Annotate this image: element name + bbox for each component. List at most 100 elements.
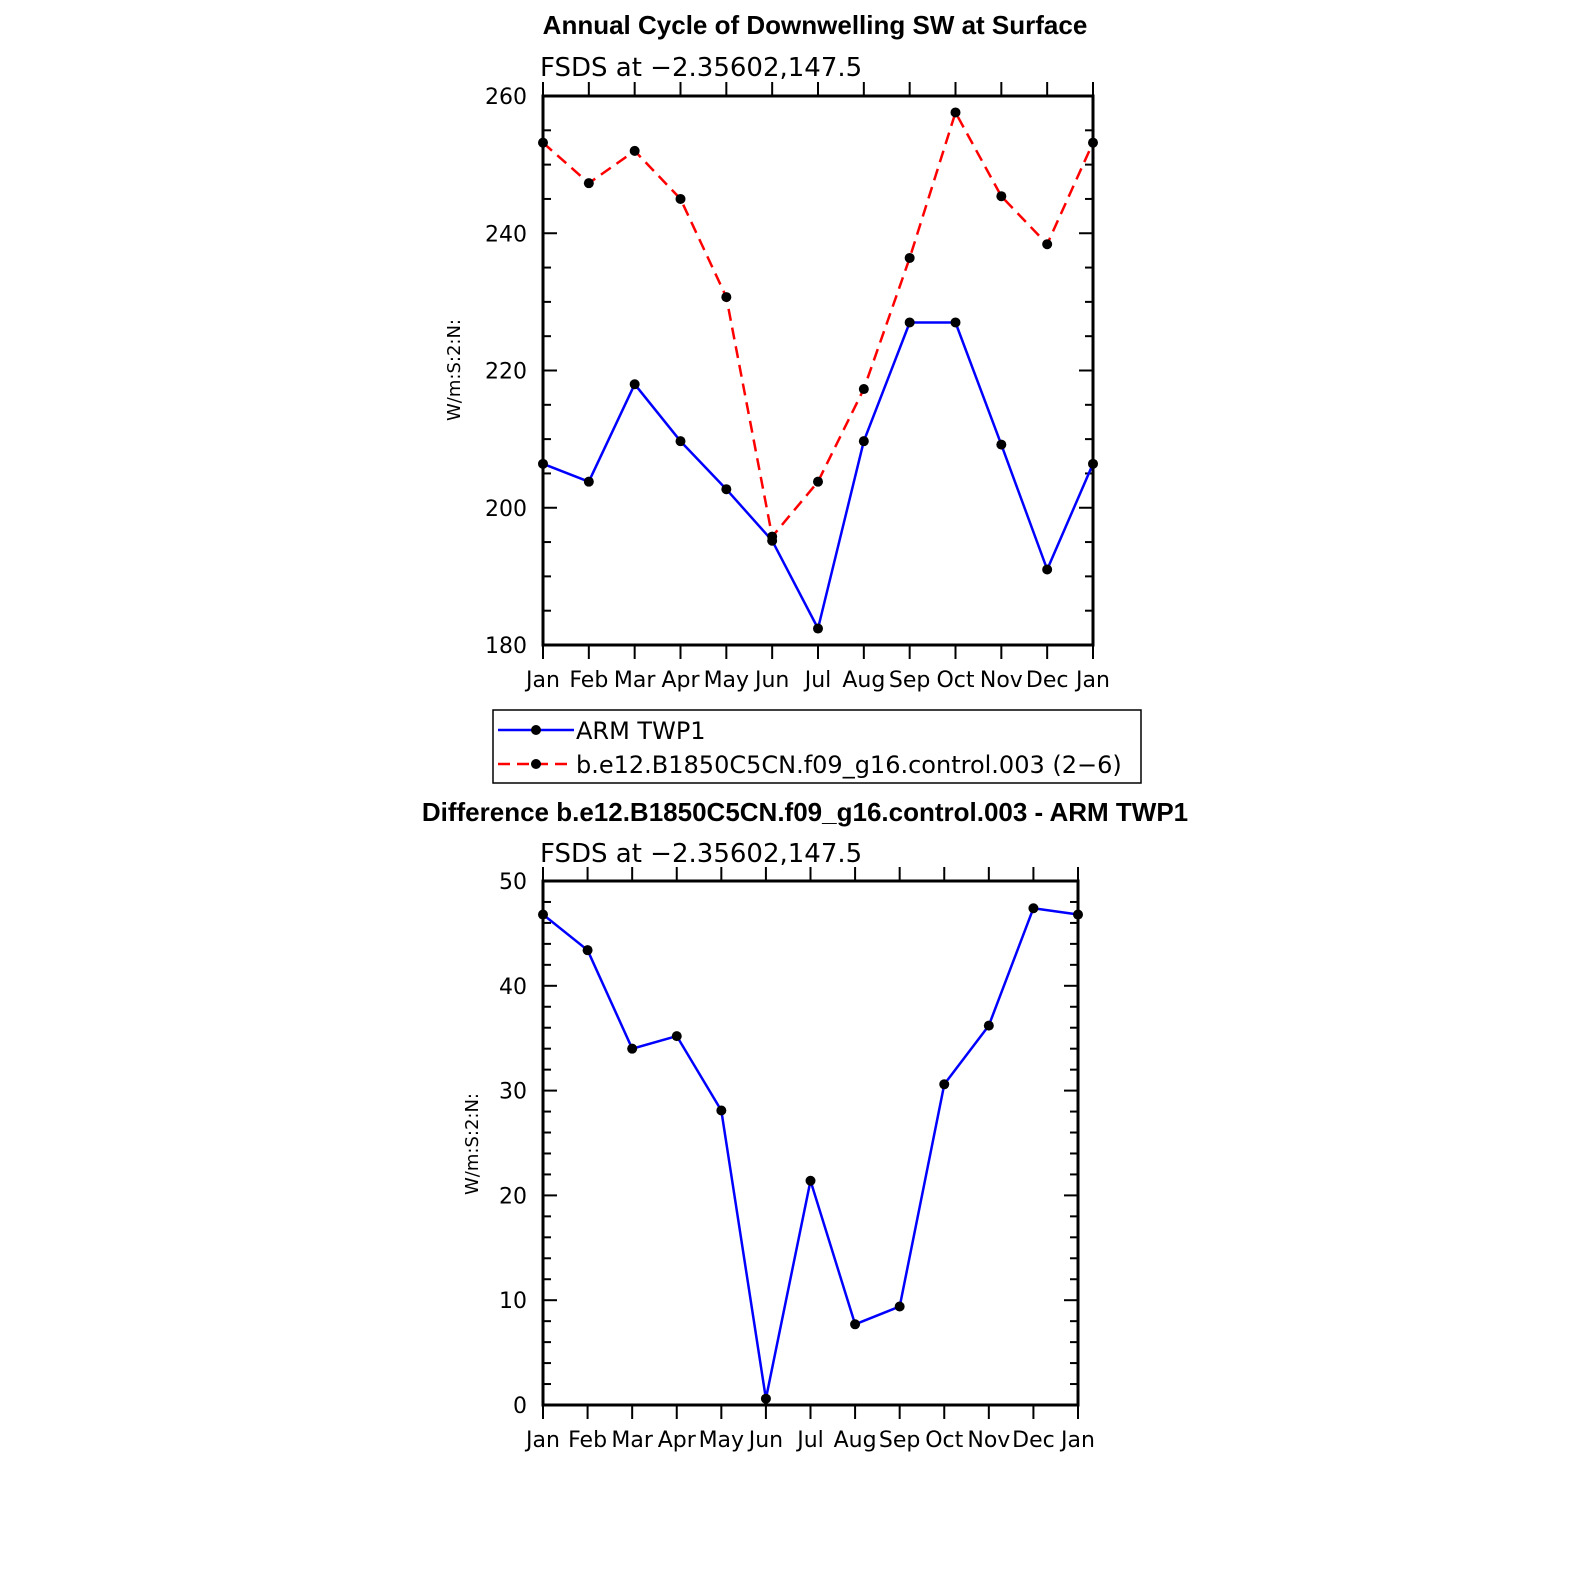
chart2-title: Difference b.e12.B1850C5CN.f09_g16.contr… xyxy=(422,797,1188,827)
data-point xyxy=(813,476,823,487)
data-point xyxy=(1042,564,1053,575)
x-tick-label: Mar xyxy=(614,668,656,693)
data-point xyxy=(583,476,594,487)
data-point xyxy=(767,531,778,542)
chart2-ylabel: W/m:S:2:N: xyxy=(462,1093,483,1195)
legend-label-arm-twp1: ARM TWP1 xyxy=(576,717,706,745)
x-tick-label: Jan xyxy=(524,1428,560,1453)
chart1-title: Annual Cycle of Downwelling SW at Surfac… xyxy=(543,10,1088,40)
chart2-series-points xyxy=(538,903,1083,1404)
x-tick-label: Jan xyxy=(524,668,560,693)
data-point xyxy=(950,317,961,328)
data-point xyxy=(950,107,961,118)
legend-box xyxy=(492,709,1142,784)
data-point xyxy=(760,1393,771,1404)
x-tick-label: Feb xyxy=(569,668,608,693)
data-point xyxy=(996,439,1007,450)
x-tick-label: Aug xyxy=(834,1428,877,1453)
chart1-series-points xyxy=(538,107,1098,634)
legend-marker-model xyxy=(531,759,541,769)
data-point xyxy=(627,1043,638,1054)
data-point xyxy=(805,1175,816,1186)
data-point xyxy=(996,191,1007,202)
chart-difference: Difference b.e12.B1850C5CN.f09_g16.contr… xyxy=(422,797,1188,1453)
x-tick-label: Jan xyxy=(1059,1428,1095,1453)
x-tick-label: Sep xyxy=(889,668,930,693)
x-tick-label: Jan xyxy=(1074,668,1110,693)
series-line-0 xyxy=(542,321,1095,630)
x-tick-label: Jun xyxy=(753,668,789,693)
chart2-ticks xyxy=(542,867,1079,1419)
chart1-y-tick-labels: 180 200 220 240 260 xyxy=(485,85,527,659)
y-tick-label: 260 xyxy=(485,85,527,110)
data-point xyxy=(582,945,593,956)
data-point xyxy=(813,623,823,634)
legend-entry-arm-twp1: ARM TWP1 xyxy=(498,717,706,745)
x-tick-label: Apr xyxy=(658,1428,697,1453)
y-tick-label: 0 xyxy=(513,1394,527,1419)
data-point xyxy=(675,436,686,447)
y-tick-label: 10 xyxy=(499,1289,527,1314)
chart1-ticks xyxy=(542,82,1094,659)
x-tick-label: Sep xyxy=(879,1428,920,1453)
data-point xyxy=(629,379,640,390)
x-tick-label: Dec xyxy=(1012,1428,1055,1453)
data-point xyxy=(904,317,915,328)
data-point xyxy=(858,436,869,447)
data-point xyxy=(1042,239,1053,250)
chart1-x-tick-labels: Jan Feb Mar Apr May Jun Jul Aug Sep Oct Nov Dec Jan xyxy=(524,668,1110,693)
data-point xyxy=(583,178,594,189)
y-tick-label: 20 xyxy=(499,1184,527,1209)
y-tick-label: 50 xyxy=(499,870,527,895)
x-tick-label: Oct xyxy=(925,1428,963,1453)
x-tick-label: Jul xyxy=(803,668,832,693)
data-point xyxy=(721,484,732,495)
data-point xyxy=(675,193,686,204)
x-tick-label: May xyxy=(699,1428,744,1453)
x-tick-label: Nov xyxy=(980,668,1023,693)
y-tick-label: 30 xyxy=(499,1080,527,1105)
data-point xyxy=(983,1020,994,1031)
x-tick-label: Oct xyxy=(936,668,974,693)
data-point xyxy=(716,1105,727,1116)
chart1-plot-frame xyxy=(541,94,1095,647)
chart-annual-cycle: Annual Cycle of Downwelling SW at Surfac… xyxy=(444,10,1110,693)
data-point xyxy=(850,1319,861,1330)
y-tick-label: 180 xyxy=(485,634,527,659)
x-tick-label: Dec xyxy=(1026,668,1069,693)
chart1-legend: ARM TWP1 b.e12.B1850C5CN.f09_g16.control… xyxy=(492,709,1142,784)
data-point xyxy=(629,145,640,156)
x-tick-label: Jul xyxy=(795,1428,824,1453)
y-tick-label: 200 xyxy=(485,497,527,522)
chart2-x-tick-labels: Jan Feb Mar Apr May Jun Jul Aug Sep Oct Nov Dec Jan xyxy=(524,1428,1095,1453)
series-line-0 xyxy=(542,906,1079,1400)
data-point xyxy=(904,252,915,263)
data-point xyxy=(894,1301,905,1312)
legend-marker-arm-twp1 xyxy=(531,725,541,735)
chart2-subtitle: FSDS at −2.35602,147.5 xyxy=(540,839,862,869)
x-tick-label: Nov xyxy=(967,1428,1010,1453)
legend-entry-model: b.e12.B1850C5CN.f09_g16.control.003 (2−6… xyxy=(498,751,1122,779)
x-tick-label: Apr xyxy=(661,668,700,693)
data-point xyxy=(939,1079,950,1090)
chart1-ylabel: W/m:S:2:N: xyxy=(444,319,465,421)
y-tick-label: 40 xyxy=(499,975,527,1000)
x-tick-label: May xyxy=(704,668,749,693)
y-tick-label: 220 xyxy=(485,360,527,385)
data-point xyxy=(671,1031,682,1042)
x-tick-label: Feb xyxy=(568,1428,607,1453)
y-tick-label: 240 xyxy=(485,222,527,247)
data-point xyxy=(1028,903,1039,914)
chart1-series-lines xyxy=(542,111,1095,630)
chart1-subtitle: FSDS at −2.35602,147.5 xyxy=(540,53,862,83)
data-point xyxy=(721,292,732,303)
x-tick-label: Jun xyxy=(747,1428,783,1453)
x-tick-label: Mar xyxy=(611,1428,653,1453)
data-point xyxy=(858,384,869,395)
legend-label-model: b.e12.B1850C5CN.f09_g16.control.003 (2−6… xyxy=(576,751,1122,779)
chart2-plot-frame xyxy=(541,879,1080,1407)
chart2-series-lines xyxy=(542,906,1079,1400)
chart2-y-tick-labels: 0 10 20 30 40 50 xyxy=(499,870,527,1419)
